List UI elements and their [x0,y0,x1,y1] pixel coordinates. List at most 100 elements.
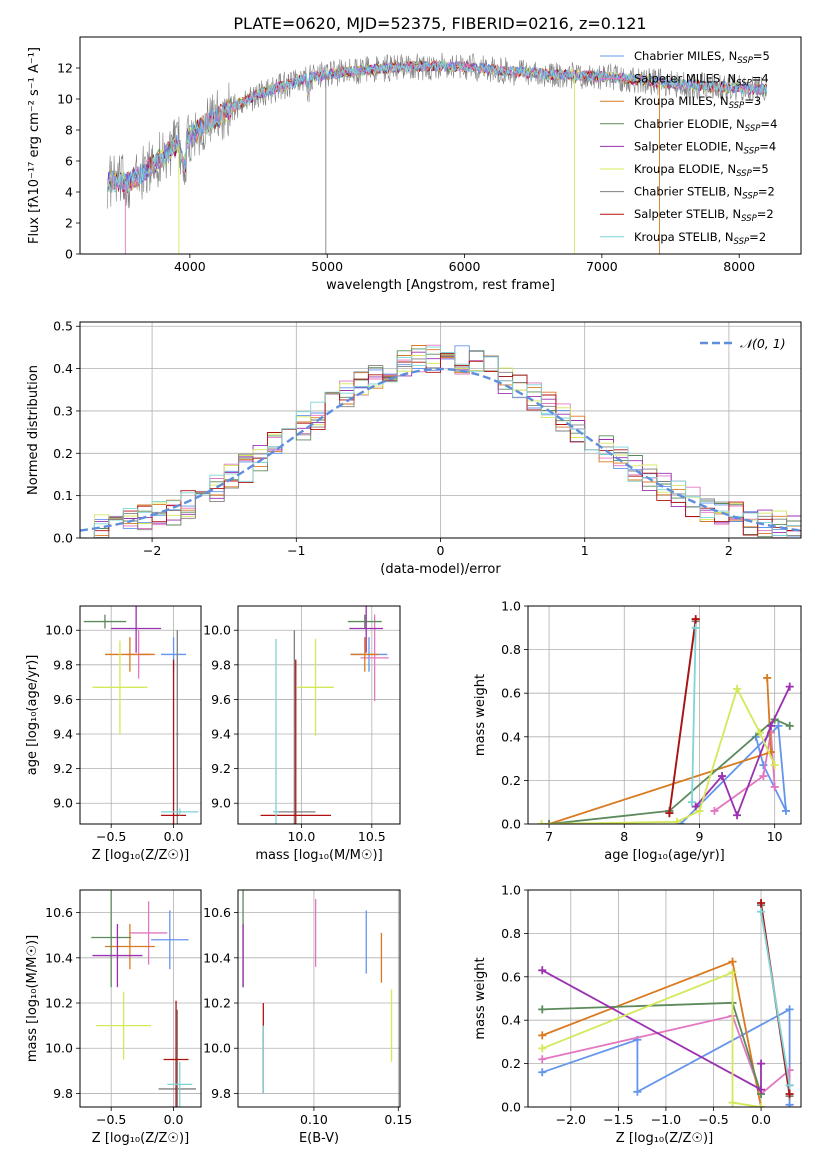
plus-marker [665,809,674,818]
plus-marker [633,1087,642,1096]
y-tick-label: 0.5 [53,319,73,334]
x-tick-label: −0.5 [96,829,126,844]
x-tick-label: 0.15 [384,1112,412,1127]
legend-nssp-value: 4 [770,117,777,131]
y-tick-label: 12 [57,61,73,76]
y-tick-label: 0.2 [501,1056,521,1071]
plus-marker [766,721,775,730]
weight-line [668,618,697,814]
axes-frame [527,889,802,1108]
y-tick-label: 0.2 [501,773,521,788]
legend-series-name: Salpeter MILES [634,72,720,86]
plus-marker [755,728,764,737]
axes-mass-vs-EBV: 0.10 0.15 9.8 10.0 10.2 10.4 10.6 E(B-V) [203,889,412,1146]
legend-nssp-prefix: , N [720,162,736,176]
axes-age-vs-mass: 10.0 10.5 9.0 9.2 9.4 9.6 9.8 10.0 mass [log₁₀(M… [203,605,401,863]
plus-marker [538,1068,547,1077]
histogram-step [80,346,801,538]
plus-marker [785,1081,794,1090]
plus-marker [785,721,794,730]
y-tick-label: 0.8 [501,642,521,657]
y-tick-label: 10.6 [203,905,231,920]
legend-series-name: Salpeter STELIB [634,207,725,221]
plus-marker [785,1005,794,1014]
y-tick-label: 10.4 [203,950,231,965]
legend-nssp-subscript: SSP [737,56,753,66]
axes-frame [79,36,802,255]
weight-line [760,911,791,1086]
plus-marker [757,907,766,916]
plus-marker [785,1100,794,1107]
legend-equals: = [749,230,759,244]
legend-nssp-subscript: SSP [729,101,745,111]
x-tick-label: 0.0 [164,1112,184,1127]
x-axis-label: Z [log₁₀(Z/Z☉)] [92,848,189,863]
y-tick-label: 0.3 [53,403,73,418]
axes-age-vs-Z: −0.5 0.0 9.0 9.2 9.4 9.6 9.8 10.0 Z [log₁₀(Z/Z☉)… [25,605,202,863]
plus-marker [691,802,700,811]
y-tick-label: 9.6 [53,692,73,707]
plus-marker [733,684,742,693]
plus-marker [733,811,742,820]
plus-marker [728,968,737,977]
y-tick-label: 0.4 [501,729,521,744]
weight-line [541,971,762,1107]
legend-nssp-prefix: , N [728,139,744,153]
x-tick-label: −1.5 [603,1112,633,1127]
y-tick-label: 0.4 [53,361,73,376]
plus-marker [781,806,790,815]
plot-area-mass-vs-EBV [242,890,393,1094]
plus-marker [538,1005,547,1014]
x-tick-label: 6000 [449,259,481,274]
y-axis-label: mass [log₁₀(M/M☉)] [25,935,40,1062]
spectrum-line [107,59,768,194]
plus-marker [759,772,768,781]
legend-nssp-subscript: SSP [736,169,752,179]
legend-nssp-prefix: , N [725,207,741,221]
plus-marker [695,806,704,815]
plus-marker [757,1103,766,1107]
figure-title: PLATE=0620, MJD=52375, FIBERID=0216, z=0… [233,14,646,33]
x-tick-label: 9 [695,829,703,844]
x-tick-label: 10 [767,829,783,844]
y-tick-label: 10.0 [45,623,73,638]
axes-frame [237,889,401,1108]
y-tick-label: 9.6 [211,692,231,707]
axes-weight-vs-Z: −2.0 −1.5 −1.0 −0.5 0.0 0.0 0.2 0.4 0.6 0.8 1.0 Z [… [473,883,802,1146]
legend-nssp-prefix: , N [713,94,729,108]
legend-series-name: Salpeter ELODIE [634,139,728,153]
legend-equals: = [757,207,767,221]
x-tick-label: −1 [287,543,305,558]
legend-equals: = [752,162,762,176]
plus-marker [785,682,794,691]
axes-mass-vs-Z: −0.5 0.0 9.8 10.0 10.2 10.4 10.6 Z [log₁₀(Z/Z☉)… [25,889,202,1146]
y-tick-label: 10.0 [203,1041,231,1056]
x-tick-label: −2.0 [556,1112,586,1127]
y-tick-label: 0.2 [53,446,73,461]
x-axis-label: mass [log₁₀(M/M☉)] [255,848,382,863]
y-tick-label: 9.0 [211,796,231,811]
legend-series-name: Kroupa ELODIE [634,162,720,176]
normal-curve [80,367,801,532]
y-tick-label: 10.0 [45,1041,73,1056]
legend-nssp-value: 4 [769,139,776,153]
legend-nssp-prefix: , N [720,72,736,86]
legend-label: Kroupa ELODIE, NSSP=5 [634,162,769,179]
y-tick-label: 0.8 [501,926,521,941]
x-tick-label: 8000 [723,259,755,274]
y-tick-label: 10.4 [45,950,73,965]
y-axis-label: Normed distribution [26,365,41,495]
y-tick-label: 9.8 [53,657,73,672]
y-tick-label: 9.4 [53,727,73,742]
x-tick-label: −2 [143,543,161,558]
y-tick-label: 0.6 [501,969,521,984]
x-tick-label: 0.0 [164,829,184,844]
plus-marker [757,1059,766,1068]
legend-label: Salpeter MILES, NSSP=4 [634,72,769,89]
plus-marker [537,820,546,824]
legend-nssp-subscript: SSP [745,124,761,134]
y-tick-label: 10.2 [203,996,231,1011]
legend-equals: = [758,185,768,199]
legend-nssp-value: 5 [763,49,770,63]
